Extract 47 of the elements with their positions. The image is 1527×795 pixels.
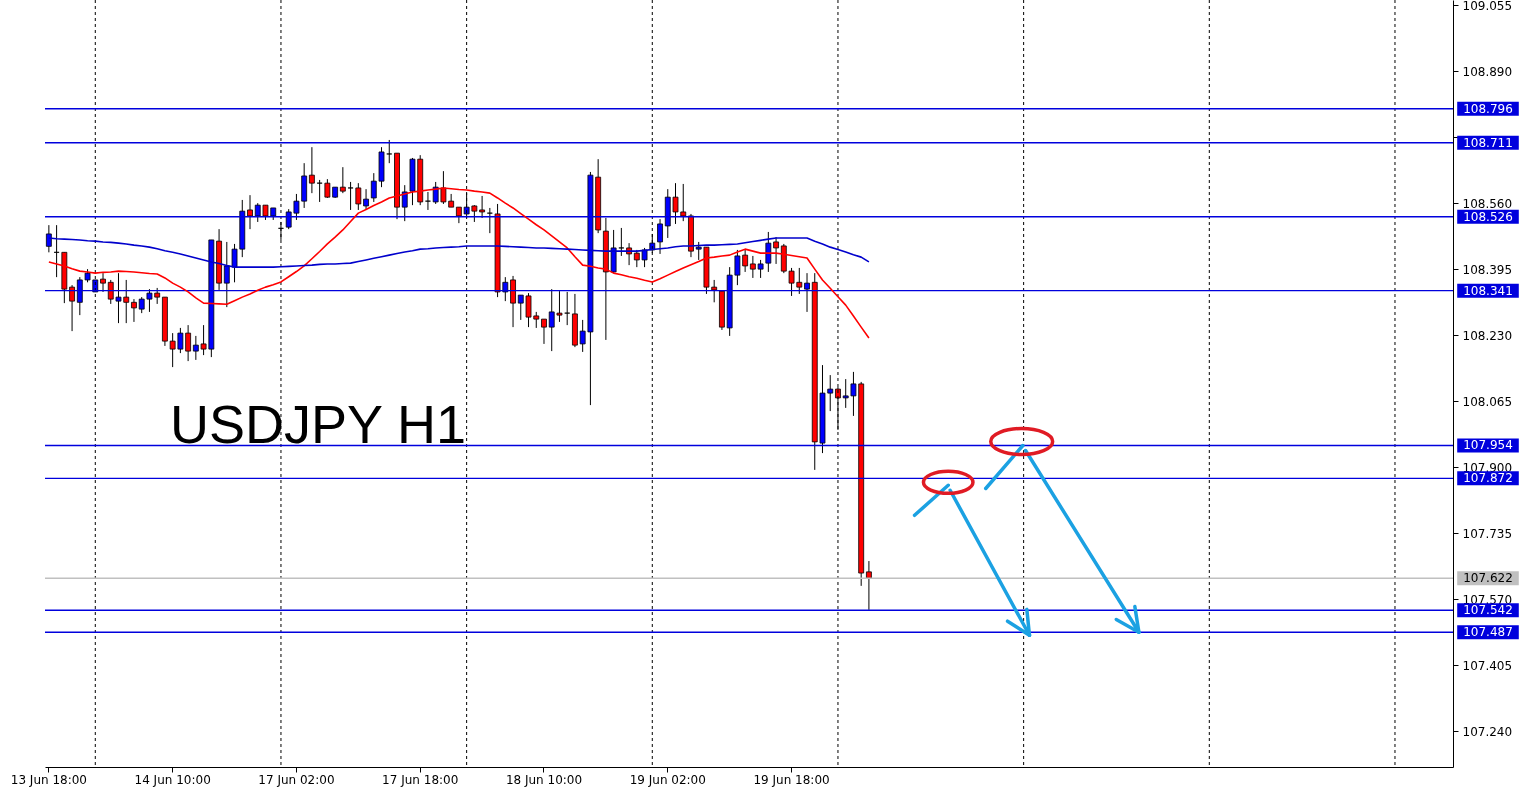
candlestick: [355, 182, 362, 211]
ref-line-label: 108.526: [1463, 209, 1513, 224]
x-tick-label: 17 Jun 18:00: [382, 772, 459, 787]
candlestick: [45, 224, 52, 253]
x-tick-label: 17 Jun 02:00: [258, 772, 335, 787]
candlestick: [247, 194, 253, 230]
ref-line-label: 108.796: [1463, 101, 1513, 116]
ref-line-label: 108.711: [1463, 135, 1513, 150]
candlestick: [773, 236, 779, 265]
y-tick-label: 108.890: [1462, 64, 1513, 79]
ref-line-label: 107.487: [1463, 625, 1513, 640]
candlestick: [541, 318, 547, 345]
y-tick-label: 107.240: [1462, 724, 1513, 739]
text: USDJPY H1: [170, 394, 467, 454]
y-tick-label: 108.395: [1462, 262, 1513, 277]
y-tick-label: 108.065: [1462, 394, 1513, 409]
candlestick: [510, 275, 516, 328]
y-tick-label: 107.405: [1462, 658, 1513, 673]
y-tick-label: 109.055: [1462, 0, 1513, 13]
candlestick: [100, 272, 106, 293]
x-tick-label: 13 Jun 18:00: [10, 772, 87, 787]
candlestick: [347, 181, 354, 211]
candlestick: [486, 207, 493, 234]
x-tick-label: 19 Jun 18:00: [753, 772, 830, 787]
candlestick: [866, 560, 872, 611]
x-tick-label: 19 Jun 02:00: [629, 772, 706, 787]
candlestick: [804, 272, 810, 313]
candlestick: [564, 291, 571, 326]
ref-line-label: 107.954: [1463, 438, 1513, 453]
y-tick-label: 108.560: [1462, 196, 1513, 211]
y-tick-label: 107.735: [1462, 526, 1513, 541]
ref-line-label: 108.341: [1463, 283, 1513, 298]
candlestick: [657, 218, 663, 255]
candlestick: [69, 284, 75, 332]
candlestick: [386, 139, 393, 164]
candlestick: [425, 191, 431, 211]
candlestick: [618, 227, 625, 257]
candlestick: [131, 298, 137, 323]
x-tick-label: 18 Jun 10:00: [505, 772, 583, 787]
x-tick-label: 14 Jun 10:00: [134, 772, 211, 787]
ref-line-label: 107.872: [1463, 471, 1513, 486]
ref-line-label: 107.622: [1463, 571, 1513, 586]
candlestick: [309, 146, 315, 194]
y-tick-label: 108.230: [1462, 328, 1513, 343]
candlestick: [339, 166, 346, 194]
candlestick: [363, 188, 369, 211]
ref-line-label: 107.542: [1463, 603, 1513, 618]
